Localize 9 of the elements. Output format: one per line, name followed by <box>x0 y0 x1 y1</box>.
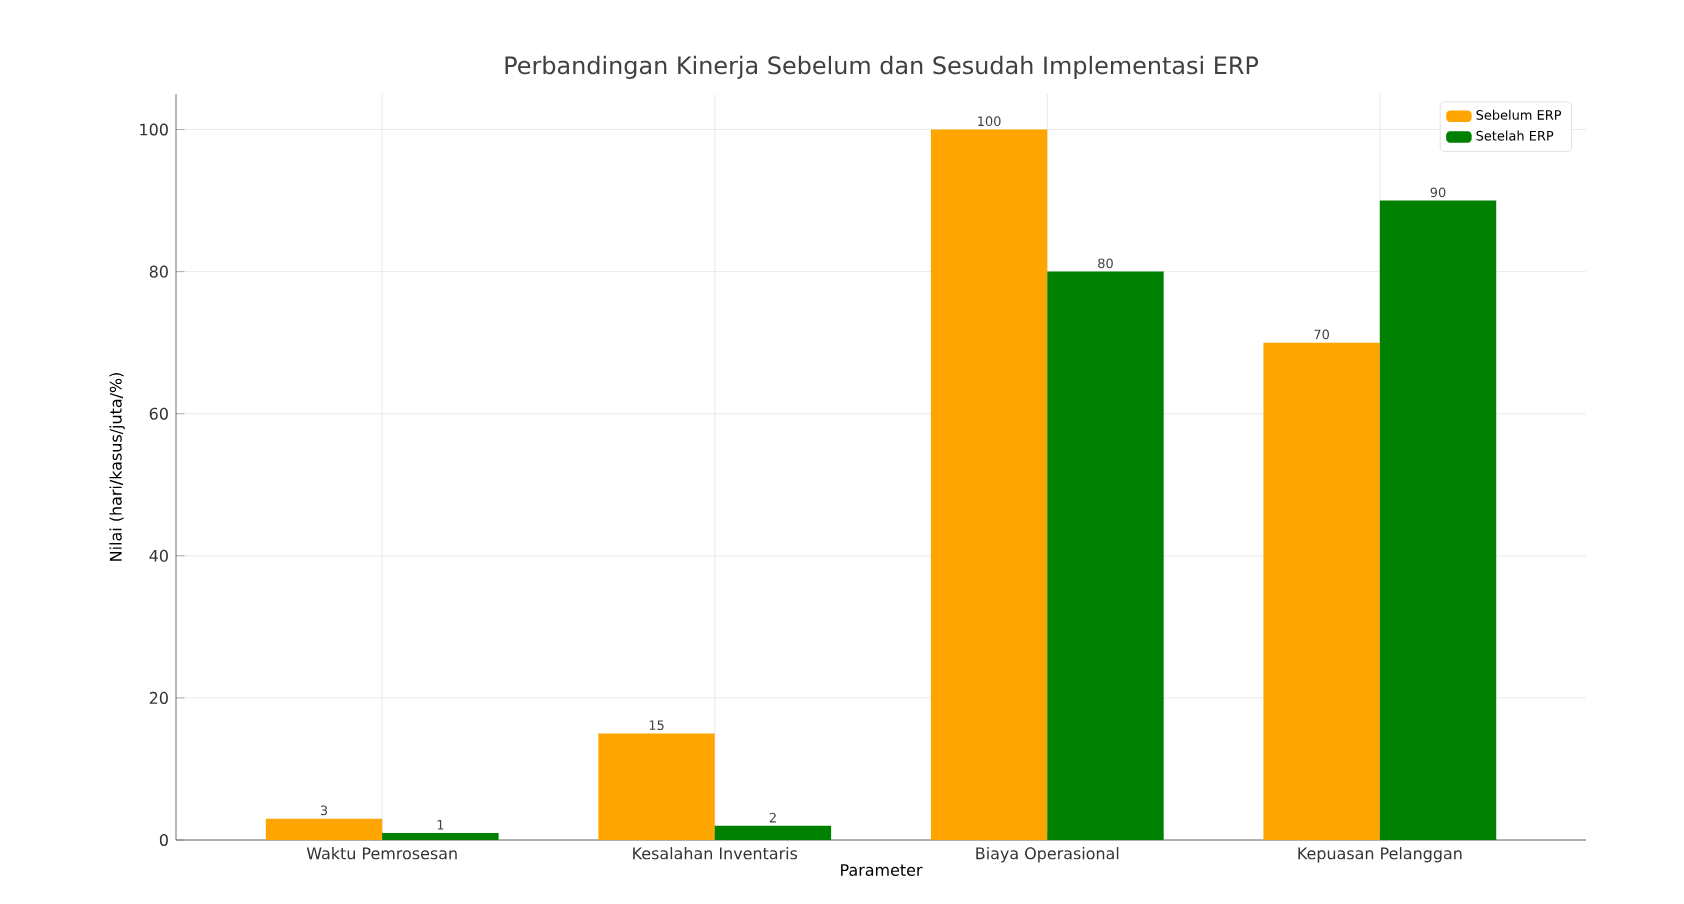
bar <box>714 825 832 840</box>
bar <box>1263 342 1380 840</box>
bar <box>1379 200 1497 840</box>
bar <box>598 733 715 840</box>
bar <box>1047 271 1164 840</box>
bar <box>382 832 499 840</box>
bar <box>265 818 383 840</box>
chart-title: Perbandingan Kinerja Sebelum dan Sesudah Implementasi ERP <box>505 55 1259 79</box>
bar <box>930 129 1048 840</box>
